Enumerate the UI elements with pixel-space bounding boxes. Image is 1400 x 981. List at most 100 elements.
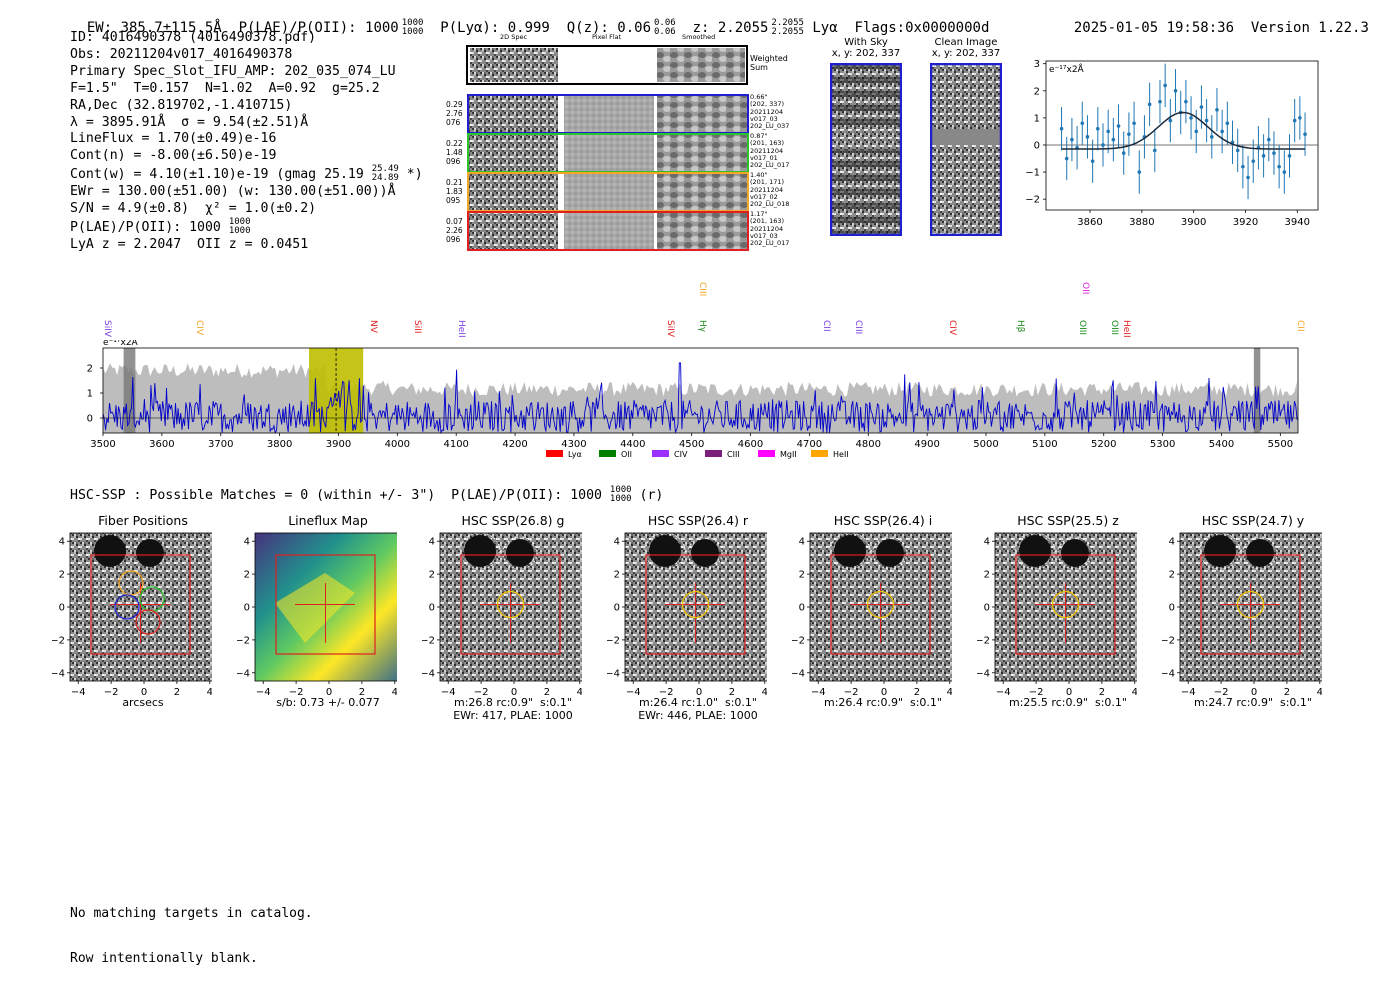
with-sky-image — [830, 63, 902, 236]
info-primary: Primary Spec_Slot_IFU_AMP: 202_035_074_L… — [70, 63, 396, 79]
line-label: Hβ — [1015, 320, 1026, 333]
contw-tail: *) — [398, 167, 423, 183]
fit-xtick: 3920 — [1233, 217, 1258, 228]
hsc-xtick: 0 — [881, 687, 887, 698]
cutout-rows — [467, 94, 749, 251]
fit-xtick: 3860 — [1077, 217, 1102, 228]
plae-info-hi: 1000 — [228, 216, 251, 227]
info-id: ID: 4016490378 (4016490378.pdf) — [70, 30, 317, 45]
info-block: ID: 4016490378 (4016490378.pdf) Obs: 202… — [70, 30, 423, 254]
gaussian-fit-curve — [1061, 111, 1305, 150]
timestamp: 2025-01-05 19:58:36 — [1073, 20, 1235, 36]
legend-label: HeII — [833, 450, 849, 459]
hsc-summary-hi: 1000 — [609, 485, 632, 495]
fit-point — [1173, 89, 1178, 93]
hsc-xtick: 2 — [544, 687, 550, 698]
col-label-smooth: Smoothed — [682, 33, 716, 41]
contw-lo: 24.89 — [371, 173, 399, 184]
hsc-ytick: 4 — [614, 537, 620, 548]
spectrum-unit-label: e⁻¹⁷x2Å — [103, 340, 139, 348]
fit-point — [1303, 132, 1307, 136]
hsc-ytick: 0 — [244, 603, 250, 614]
line-label: SiII — [411, 320, 422, 334]
hsc-panel-caption: m:26.4 rc:0.9" s:0.1" — [824, 696, 942, 709]
fit-point — [1168, 118, 1173, 123]
spectrum-ytick: 1 — [87, 389, 93, 400]
hsc-panel-1: 4 2 0 −2 −4 −4 −2 0 2 4 — [237, 532, 397, 698]
hsc-panel-caption: m:25.5 rc:0.9" s:0.1" — [1009, 696, 1127, 709]
fit-point — [1090, 159, 1095, 164]
spectrum-xtick: 4500 — [679, 439, 704, 450]
hsc-ytick: −2 — [977, 635, 990, 646]
masked-region — [123, 348, 136, 433]
spectrum-xtick: 5000 — [973, 439, 998, 450]
hsc-xtick: −4 — [256, 687, 271, 698]
hsc-xtick: 2 — [359, 687, 365, 698]
fit-point — [1194, 129, 1199, 134]
hsc-ytick: 4 — [429, 537, 435, 548]
with-sky-label: With Sky — [844, 37, 888, 48]
qz-lo: 0.06 — [654, 27, 676, 37]
fit-unit-label: e⁻¹⁷x2Å — [1049, 63, 1085, 75]
hsc-summary-lo: 1000 — [609, 494, 632, 504]
spectrum-xtick: 4700 — [797, 439, 822, 450]
fit-point — [1184, 99, 1188, 104]
spectrum-xtick: 3500 — [90, 439, 115, 450]
hsc-xtick: −2 — [289, 687, 304, 698]
info-obs: Obs: 20211204v017_4016490378 — [70, 46, 293, 62]
cutout-smooth-0 — [657, 95, 747, 132]
fit-ytick: 1 — [1034, 113, 1040, 124]
hsc-summary: HSC-SSP : Possible Matches = 0 (within +… — [70, 486, 663, 504]
version: Version 1.22.3 — [1250, 20, 1369, 36]
spectrum-frame — [102, 347, 1299, 434]
cutout-right-label-0: 0.66" (202, 337) 20211204 v017_03 202_LU… — [750, 93, 790, 131]
cutout-left-label-3: 0.07 2.26 096 — [446, 217, 463, 244]
cutout-smooth-2 — [657, 173, 747, 210]
fit-point — [1204, 118, 1209, 123]
fit-ytick: 2 — [1034, 86, 1040, 97]
hsc-xtick: 0 — [696, 687, 702, 698]
hsc-xtick: 4 — [762, 687, 767, 698]
hsc-xtick: −4 — [441, 687, 456, 698]
clean-image-title: Clean Image x, y: 202, 337 — [924, 37, 1008, 59]
fit-point — [1163, 83, 1167, 88]
spectrum-xtick: 4300 — [561, 439, 586, 450]
hsc-panel-caption: m:24.7 rc:0.9" s:0.1" — [1194, 696, 1312, 709]
spectrum-xtick: 4400 — [620, 439, 645, 450]
fit-point — [1220, 129, 1224, 134]
z-value: z: 2.2055 — [692, 20, 769, 36]
hsc-xtick: 0 — [1066, 687, 1072, 698]
fit-point — [1111, 137, 1116, 142]
line-label: OII — [1079, 282, 1090, 295]
hsc-xtick: 4 — [577, 687, 582, 698]
hsc-xtick: −4 — [996, 687, 1011, 698]
hsc-panel-title: HSC SSP(26.8) g — [461, 513, 565, 528]
spectrum-ytick: 2 — [87, 364, 93, 375]
cutout-2d-0 — [469, 95, 558, 132]
fit-point — [1199, 105, 1204, 109]
hsc-xtick: 0 — [511, 687, 517, 698]
hsc-ytick: 2 — [984, 570, 990, 581]
fit-ytick: 3 — [1034, 59, 1040, 70]
line-label: Hγ — [697, 320, 708, 333]
legend-swatch — [705, 450, 722, 457]
line-label: CIV — [193, 320, 204, 336]
cutout-2d-3 — [469, 212, 558, 249]
plae-text: P(LAE)/P(OII): 1000 — [70, 219, 221, 235]
clean-label: Clean Image — [934, 37, 998, 48]
cutout-right-label-1: 0.87" (201, 163) 20211204 v017_01 202_LU… — [750, 132, 790, 170]
hsc-xtick: 0 — [1251, 687, 1257, 698]
hsc-ytick: −4 — [52, 668, 65, 679]
hsc-ytick: 0 — [799, 603, 805, 614]
line-label: HeII — [1121, 320, 1132, 338]
fit-point — [1266, 137, 1271, 142]
clean-xy: x, y: 202, 337 — [931, 48, 1001, 59]
hsc-panel-caption: s/b: 0.73 +/- 0.077 — [276, 696, 380, 709]
cutout-2d-1 — [469, 134, 558, 171]
fit-point — [1064, 156, 1069, 161]
with-sky-title: With Sky x, y: 202, 337 — [824, 37, 908, 59]
spectrum-ytick: 0 — [87, 414, 93, 425]
info-lineflux: LineFlux = 1.70(±0.49)e-16 — [70, 131, 277, 147]
hsc-xtick: 2 — [1099, 687, 1105, 698]
cutout-2d-2 — [469, 173, 558, 210]
